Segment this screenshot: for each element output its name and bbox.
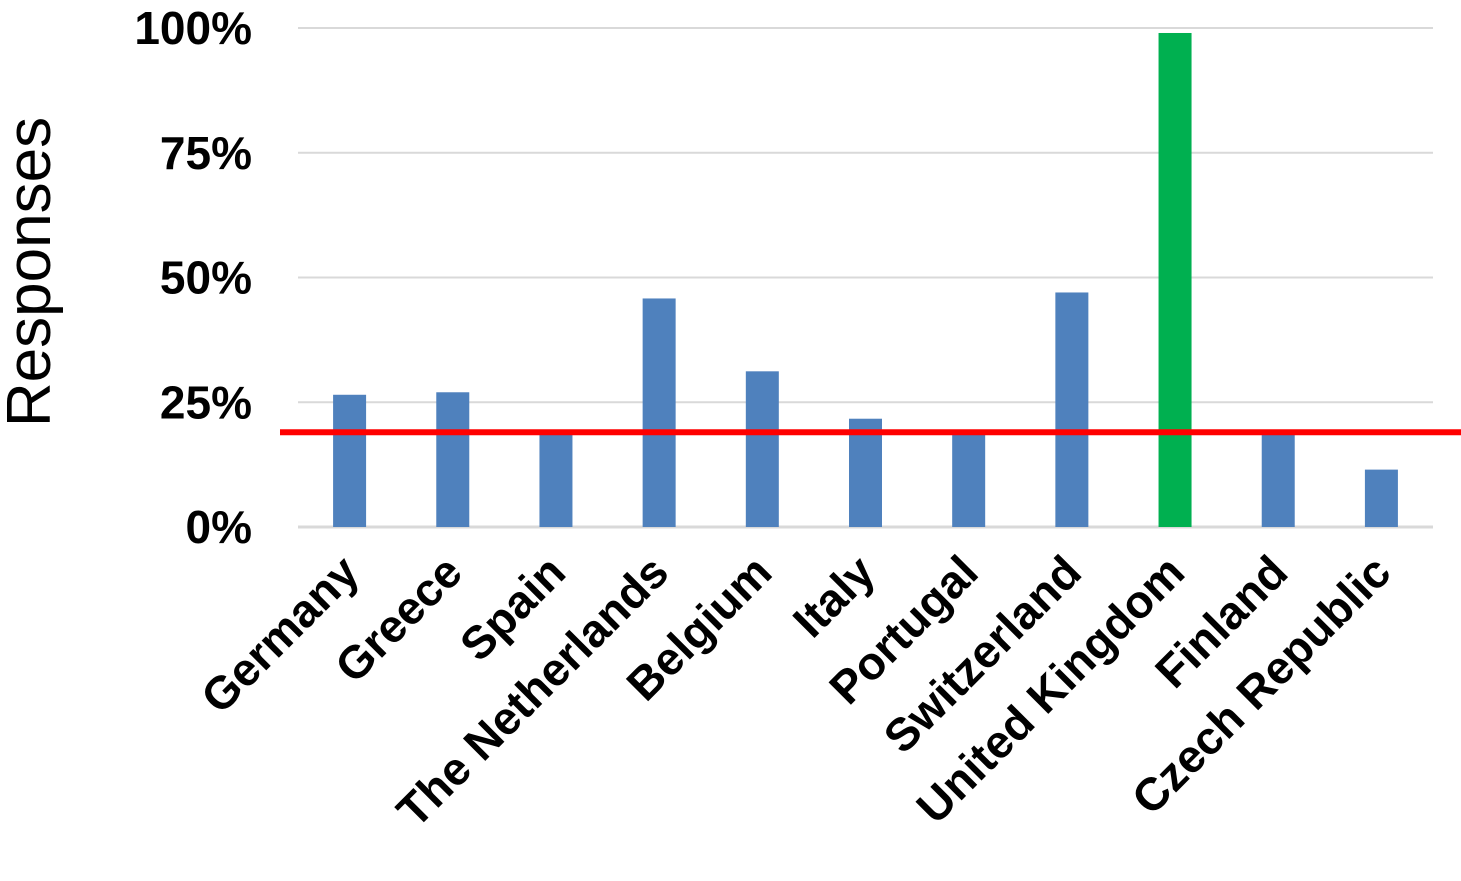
x-tick-label: Germany bbox=[191, 545, 369, 723]
bar-belgium bbox=[745, 371, 779, 527]
bars bbox=[333, 32, 1398, 528]
bar-spain bbox=[539, 434, 573, 527]
y-tick-label: 75% bbox=[160, 127, 252, 179]
y-tick-label: 100% bbox=[134, 2, 252, 54]
bar-czech-republic bbox=[1364, 469, 1398, 527]
bar-greece bbox=[436, 392, 470, 527]
bar-united-kingdom bbox=[1158, 32, 1192, 528]
bar-switzerland bbox=[1055, 292, 1089, 527]
y-axis-ticks: 0% 25% 50% 75% 100% bbox=[134, 2, 252, 553]
bar-finland bbox=[1261, 432, 1295, 527]
bar-germany bbox=[333, 394, 367, 527]
y-tick-label: 50% bbox=[160, 252, 252, 304]
bar-the-netherlands bbox=[642, 298, 676, 527]
y-tick-label: 0% bbox=[186, 501, 252, 553]
bar-portugal bbox=[952, 432, 986, 527]
y-axis-title: Responses bbox=[0, 117, 64, 427]
bar-italy bbox=[849, 418, 882, 527]
y-tick-label: 25% bbox=[160, 376, 252, 428]
